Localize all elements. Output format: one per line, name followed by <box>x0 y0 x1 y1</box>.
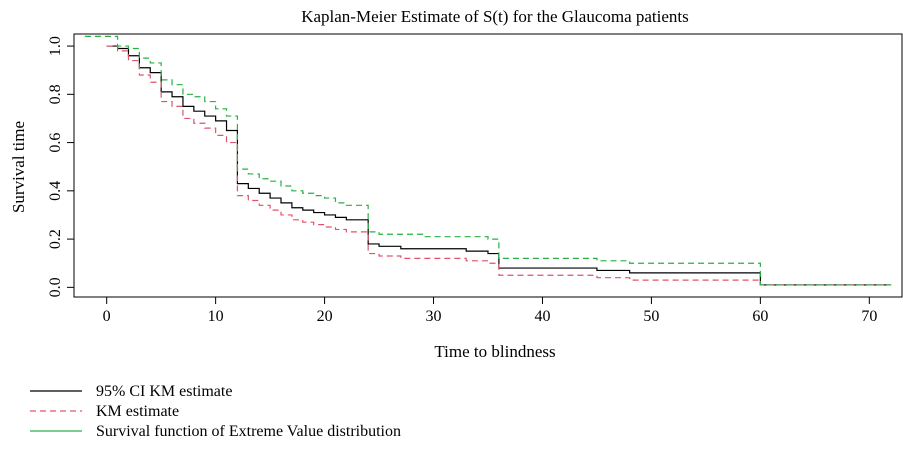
y-axis-label: Survival time <box>9 121 28 213</box>
legend: 95% CI KM estimate KM estimate Survival fu… <box>30 383 401 440</box>
x-tick-label: 50 <box>643 308 659 325</box>
series-line-1 <box>106 45 892 286</box>
series-line-2 <box>106 45 892 286</box>
legend-label-2: KM estimate <box>96 403 179 420</box>
x-tick-label: 40 <box>534 308 550 325</box>
plot-frame <box>73 33 903 298</box>
legend-label-1: 95% CI KM estimate <box>96 383 232 400</box>
series-layer <box>84 35 892 286</box>
legend-label-3: Survival function of Extreme Value distr… <box>96 423 401 440</box>
y-tick-label: 0.6 <box>47 133 64 153</box>
y-tick-label: 0.2 <box>47 229 64 249</box>
x-tick-label: 30 <box>426 308 442 325</box>
x-axis-label: Time to blindness <box>434 342 555 361</box>
x-tick-label: 70 <box>861 308 877 325</box>
y-tick-label: 0.8 <box>47 84 64 104</box>
y-tick-label: 1.0 <box>47 36 64 56</box>
chart-title: Kaplan-Meier Estimate of S(t) for the Gl… <box>301 7 689 26</box>
x-tick-label: 20 <box>317 308 333 325</box>
y-axis: 0.0 0.2 0.4 0.6 0.8 1.0 <box>47 36 74 297</box>
y-tick-label: 0.0 <box>47 277 64 297</box>
x-tick-label: 0 <box>103 308 111 325</box>
x-axis: 0 10 20 30 40 50 60 70 <box>103 297 877 325</box>
y-tick-label: 0.4 <box>47 181 64 201</box>
x-tick-label: 10 <box>208 308 224 325</box>
series-line-3 <box>84 35 892 286</box>
x-tick-label: 60 <box>752 308 768 325</box>
